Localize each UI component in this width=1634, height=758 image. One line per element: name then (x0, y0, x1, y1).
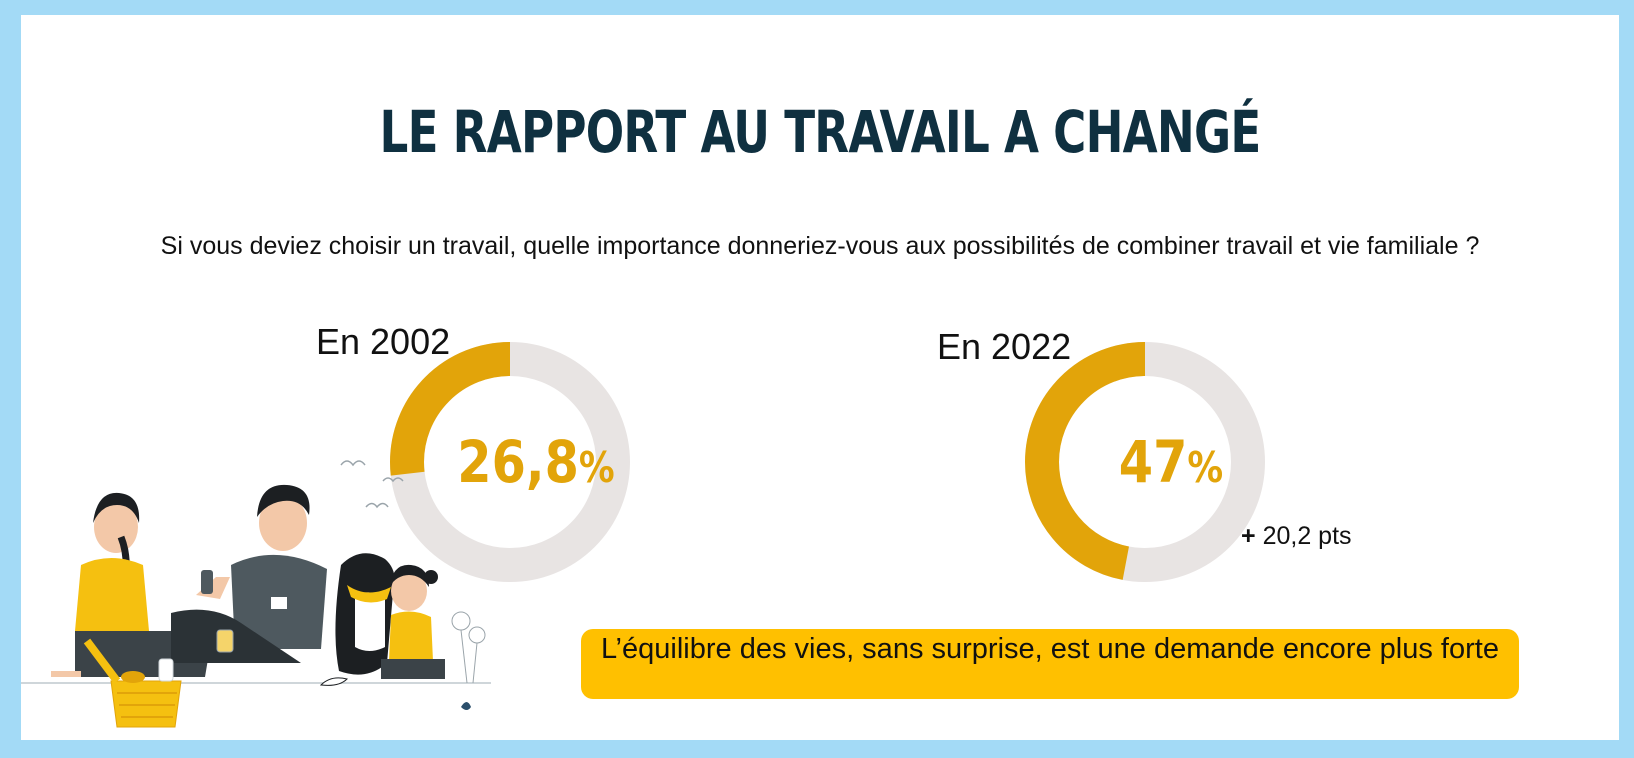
survey-question: Si vous deviez choisir un travail, quell… (160, 232, 1480, 260)
conclusion-banner: L’équilibre des vies, sans surprise, est… (581, 629, 1519, 699)
slide: LE RAPPORT AU TRAVAIL A CHANGÉ Si vous d… (21, 15, 1619, 740)
percent-value: 26,8 (457, 428, 579, 496)
percent-label-2002: 26,8% (430, 427, 643, 512)
percent-unit: % (1187, 443, 1224, 492)
donut-value-arc-2022 (1025, 342, 1265, 582)
percent-value: 47 (1118, 428, 1188, 496)
year-label-2022: En 2022 (937, 326, 1072, 367)
donut-chart-2002 (390, 342, 630, 582)
percent-label-2022: 47% (1065, 427, 1278, 512)
delta-plus: + (1241, 522, 1256, 550)
donut-value-arc-2002 (390, 342, 630, 582)
page-title: LE RAPPORT AU TRAVAIL A CHANGÉ (379, 98, 1262, 166)
donut-chart-2022 (1025, 342, 1265, 582)
year-label-2002: En 2002 (316, 321, 451, 362)
delta-value: 20,2 pts (1262, 522, 1352, 550)
percent-unit: % (578, 443, 615, 492)
delta-annotation: + 20,2 pts (1241, 522, 1352, 551)
family-picnic-illustration (21, 460, 491, 728)
